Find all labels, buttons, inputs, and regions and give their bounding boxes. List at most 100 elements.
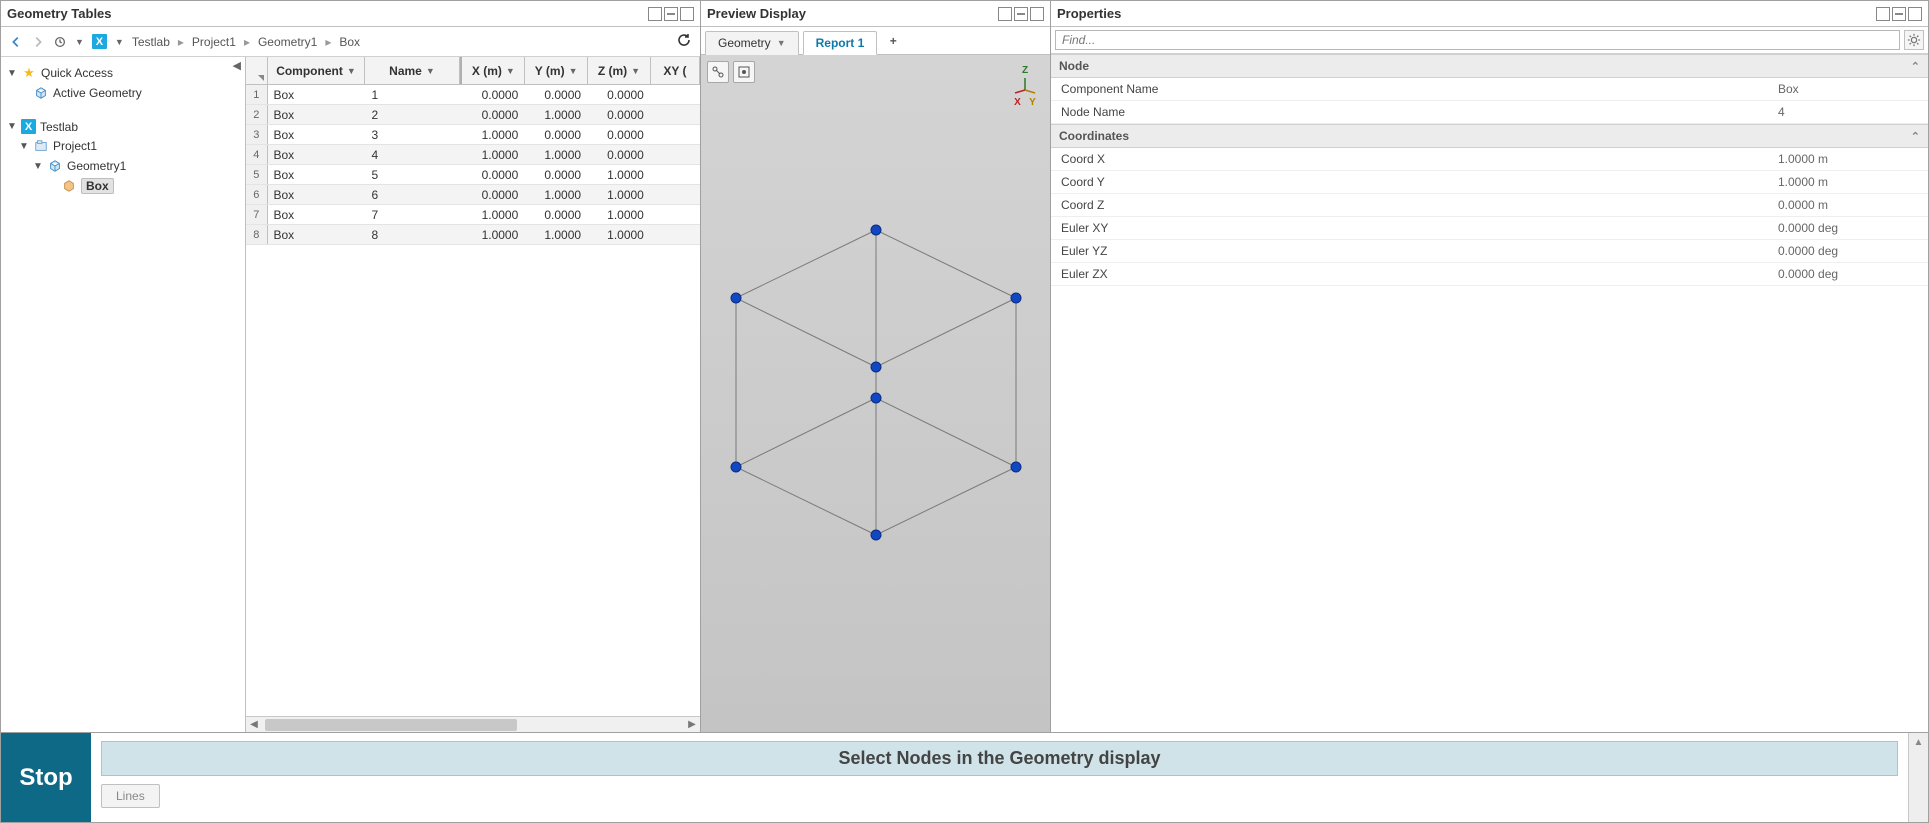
table-row[interactable]: 6Box60.00001.00001.0000: [246, 185, 700, 205]
table-row[interactable]: 1Box10.00000.00000.0000: [246, 85, 700, 105]
panel-split-icon[interactable]: [1876, 7, 1890, 21]
right-panel-title: Properties: [1057, 6, 1121, 21]
cell-y: 1.0000: [525, 148, 588, 162]
properties-panel: Properties Node ⌃ Component Name Box Nod…: [1051, 1, 1928, 732]
breadcrumb-item[interactable]: Project1: [192, 35, 236, 49]
find-input[interactable]: [1055, 30, 1900, 50]
scroll-left-icon[interactable]: ◀: [246, 718, 262, 732]
back-button[interactable]: [9, 35, 23, 49]
cube-edge: [736, 467, 876, 535]
cell-name: 5: [365, 168, 459, 182]
table-row[interactable]: 5Box50.00000.00001.0000: [246, 165, 700, 185]
left-panel-header: Geometry Tables: [1, 1, 700, 27]
cube-node[interactable]: [871, 225, 881, 235]
panel-min-icon[interactable]: [1892, 7, 1906, 21]
vertical-scrollbar[interactable]: ▲: [1908, 733, 1928, 822]
cube-edge: [736, 298, 876, 367]
row-header-corner[interactable]: [246, 57, 268, 84]
col-z[interactable]: Z (m)▼: [588, 57, 651, 84]
panel-split-icon[interactable]: [648, 7, 662, 21]
preview-viewport[interactable]: Z X Y: [701, 55, 1050, 732]
cell-component: Box: [268, 108, 366, 122]
chevron-up-icon: ⌃: [1911, 60, 1920, 73]
col-name[interactable]: Name▼: [365, 57, 459, 84]
prop-node-name: Node Name 4: [1051, 101, 1928, 124]
stop-button[interactable]: Stop: [1, 733, 91, 822]
testlab-icon[interactable]: X: [92, 34, 107, 49]
cube-node[interactable]: [871, 362, 881, 372]
cube-node[interactable]: [731, 293, 741, 303]
cube-node[interactable]: [731, 462, 741, 472]
refresh-button[interactable]: [676, 32, 692, 51]
tab-report[interactable]: Report 1: [803, 31, 878, 55]
panel-max-icon[interactable]: [1908, 7, 1922, 21]
cube-node[interactable]: [1011, 293, 1021, 303]
table-row[interactable]: 8Box81.00001.00001.0000: [246, 225, 700, 245]
tree-box[interactable]: Box: [5, 176, 241, 196]
panel-min-icon[interactable]: [664, 7, 678, 21]
history-button[interactable]: [53, 35, 67, 49]
table-row[interactable]: 3Box31.00000.00000.0000: [246, 125, 700, 145]
cell-y: 1.0000: [525, 108, 588, 122]
cell-x: 0.0000: [462, 108, 525, 122]
panel-split-icon[interactable]: [998, 7, 1012, 21]
tree-geometry[interactable]: ▼ Geometry1: [5, 156, 241, 176]
panel-min-icon[interactable]: [1014, 7, 1028, 21]
row-number: 3: [246, 125, 268, 144]
dropdown-icon-2[interactable]: ▼: [115, 37, 124, 47]
cube-node[interactable]: [1011, 462, 1021, 472]
row-number: 1: [246, 85, 268, 104]
scroll-right-icon[interactable]: ▶: [684, 718, 700, 732]
row-number: 6: [246, 185, 268, 204]
axis-gizmo: Z X Y: [1012, 65, 1038, 108]
section-node-header[interactable]: Node ⌃: [1051, 54, 1928, 78]
tab-lines[interactable]: Lines: [101, 784, 160, 808]
tab-geometry[interactable]: Geometry▼: [705, 31, 799, 55]
tree-project-label: Project1: [53, 139, 97, 153]
cell-x: 0.0000: [462, 168, 525, 182]
quick-access-label: Quick Access: [41, 66, 113, 80]
col-xy[interactable]: XY (: [651, 57, 700, 84]
table-row[interactable]: 4Box41.00001.00000.0000: [246, 145, 700, 165]
cube-node[interactable]: [871, 393, 881, 403]
tree-testlab[interactable]: ▼X Testlab: [5, 117, 241, 136]
dropdown-icon: ▼: [347, 66, 356, 76]
breadcrumb-item[interactable]: Testlab: [132, 35, 170, 49]
section-coords-header[interactable]: Coordinates ⌃: [1051, 124, 1928, 148]
cube-edge: [736, 398, 876, 467]
panel-max-icon[interactable]: [1030, 7, 1044, 21]
geometry-cube[interactable]: [706, 130, 1046, 630]
breadcrumb-item[interactable]: Box: [339, 35, 360, 49]
viewport-button-2[interactable]: [733, 61, 755, 83]
cube-node[interactable]: [871, 530, 881, 540]
cell-z: 1.0000: [588, 228, 651, 242]
table-row[interactable]: 2Box20.00001.00000.0000: [246, 105, 700, 125]
viewport-button-1[interactable]: [707, 61, 729, 83]
add-tab-button[interactable]: +: [883, 34, 903, 48]
scroll-up-icon[interactable]: ▲: [1909, 733, 1928, 751]
tree-project[interactable]: ▼ Project1: [5, 136, 241, 156]
panel-max-icon[interactable]: [680, 7, 694, 21]
col-component[interactable]: Component▼: [268, 57, 366, 84]
horizontal-scrollbar[interactable]: ◀ ▶: [246, 716, 700, 732]
tree-collapse-icon[interactable]: ◀: [233, 59, 241, 72]
cell-y: 0.0000: [525, 88, 588, 102]
table-row[interactable]: 7Box71.00000.00001.0000: [246, 205, 700, 225]
cell-component: Box: [268, 208, 366, 222]
dropdown-icon[interactable]: ▼: [75, 37, 84, 47]
breadcrumb-item[interactable]: Geometry1: [258, 35, 317, 49]
quick-access-item[interactable]: ▼★ Quick Access: [5, 63, 241, 83]
cell-y: 1.0000: [525, 228, 588, 242]
cell-name: 6: [365, 188, 459, 202]
col-x[interactable]: X (m)▼: [462, 57, 525, 84]
col-y[interactable]: Y (m)▼: [525, 57, 588, 84]
chevron-right-icon: ▸: [178, 35, 184, 49]
scroll-thumb[interactable]: [265, 719, 517, 731]
cell-component: Box: [268, 228, 366, 242]
scroll-track[interactable]: [263, 718, 683, 732]
active-geometry-item[interactable]: Active Geometry: [5, 83, 241, 103]
forward-button[interactable]: [31, 35, 45, 49]
gear-icon[interactable]: [1904, 30, 1924, 50]
dropdown-icon: ▼: [506, 66, 515, 76]
cell-name: 8: [365, 228, 459, 242]
